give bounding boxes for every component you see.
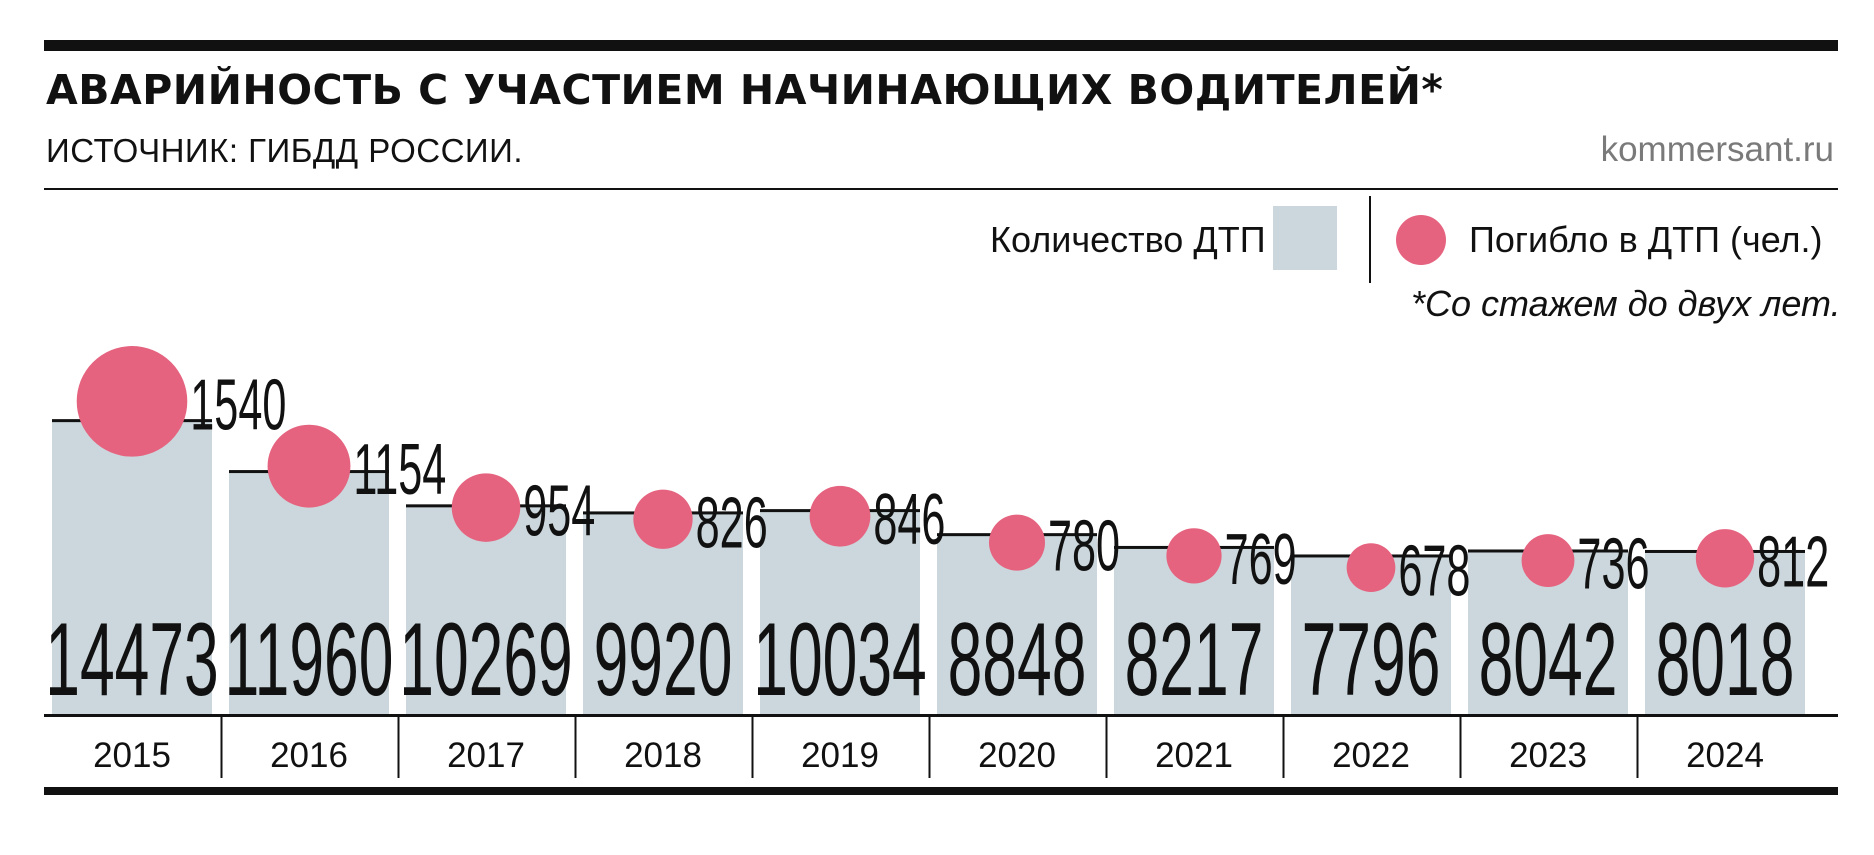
year-label-2020: 2020 <box>978 736 1056 775</box>
deaths-label-2020: 780 <box>1048 505 1120 586</box>
bubble-2018 <box>633 489 693 549</box>
year-label-2024: 2024 <box>1686 736 1764 775</box>
bubble-2019 <box>809 485 871 547</box>
year-divider-2022 <box>1459 716 1462 778</box>
deaths-label-2018: 826 <box>696 482 768 563</box>
source-label: ИСТОЧНИК: ГИБДД РОССИИ. <box>46 132 524 169</box>
deaths-label-2015: 1540 <box>190 364 286 445</box>
bubble-2023 <box>1521 534 1575 587</box>
legend-accidents-swatch <box>1273 206 1337 270</box>
deaths-label-2023: 736 <box>1577 523 1649 604</box>
year-label-2016: 2016 <box>270 736 348 775</box>
year-label-2015: 2015 <box>93 736 171 775</box>
footnote: *Со стажем до двух лет. <box>1411 283 1841 324</box>
top-rule <box>44 40 1838 51</box>
year-label-2017: 2017 <box>447 736 525 775</box>
bubble-2022 <box>1346 543 1396 592</box>
year-label-2023: 2023 <box>1509 736 1587 775</box>
accidents-label-2016: 11960 <box>225 602 394 718</box>
site-label: kommersant.ru <box>1600 130 1834 169</box>
bottom-rule <box>44 787 1838 795</box>
year-label-2018: 2018 <box>624 736 702 775</box>
accidents-label-2017: 10269 <box>399 602 573 718</box>
bubble-2016 <box>267 424 351 508</box>
bubble-2020 <box>988 514 1046 571</box>
year-divider-2023 <box>1636 716 1639 778</box>
bar-2016 <box>229 471 389 714</box>
year-divider-2016 <box>397 716 400 778</box>
deaths-label-2022: 678 <box>1398 530 1470 611</box>
year-divider-2021 <box>1282 716 1285 778</box>
legend-deaths-label: Погибло в ДТП (чел.) <box>1469 219 1823 260</box>
accidents-label-2024: 8018 <box>1656 602 1795 718</box>
year-label-2019: 2019 <box>801 736 879 775</box>
bubble-2021 <box>1166 528 1222 584</box>
year-divider-2018 <box>751 716 754 778</box>
year-divider-2017 <box>574 716 577 778</box>
accidents-label-2022: 7796 <box>1302 602 1441 718</box>
bar-2015 <box>52 420 212 714</box>
accidents-label-2021: 8217 <box>1125 602 1264 718</box>
bubble-2015 <box>76 346 188 457</box>
year-divider-2020 <box>1105 716 1108 778</box>
accidents-label-2018: 9920 <box>594 602 733 718</box>
year-label-2022: 2022 <box>1332 736 1410 775</box>
accidents-label-2015: 14473 <box>45 602 219 718</box>
deaths-label-2019: 846 <box>873 479 945 560</box>
year-label-2021: 2021 <box>1155 736 1233 775</box>
deaths-label-2017: 954 <box>523 470 595 551</box>
accidents-label-2020: 8848 <box>948 602 1087 718</box>
chart-title: АВАРИЙНОСТЬ С УЧАСТИЕМ НАЧИНАЮЩИХ ВОДИТЕ… <box>46 66 1444 114</box>
deaths-label-2024: 812 <box>1757 521 1829 602</box>
legend-divider <box>1369 196 1371 283</box>
header-rule <box>44 188 1838 190</box>
deaths-label-2016: 1154 <box>353 429 446 510</box>
year-divider-2019 <box>928 716 931 778</box>
legend-accidents-label: Количество ДТП <box>990 219 1266 260</box>
bubble-2017 <box>451 473 521 542</box>
accidents-label-2019: 10034 <box>753 602 927 718</box>
deaths-label-2021: 769 <box>1225 518 1297 599</box>
legend-deaths-dot <box>1396 215 1446 265</box>
baseline-rule <box>44 714 1838 717</box>
bubble-2024 <box>1695 529 1755 588</box>
accidents-label-2023: 8042 <box>1479 602 1618 718</box>
year-divider-2015 <box>220 716 223 778</box>
